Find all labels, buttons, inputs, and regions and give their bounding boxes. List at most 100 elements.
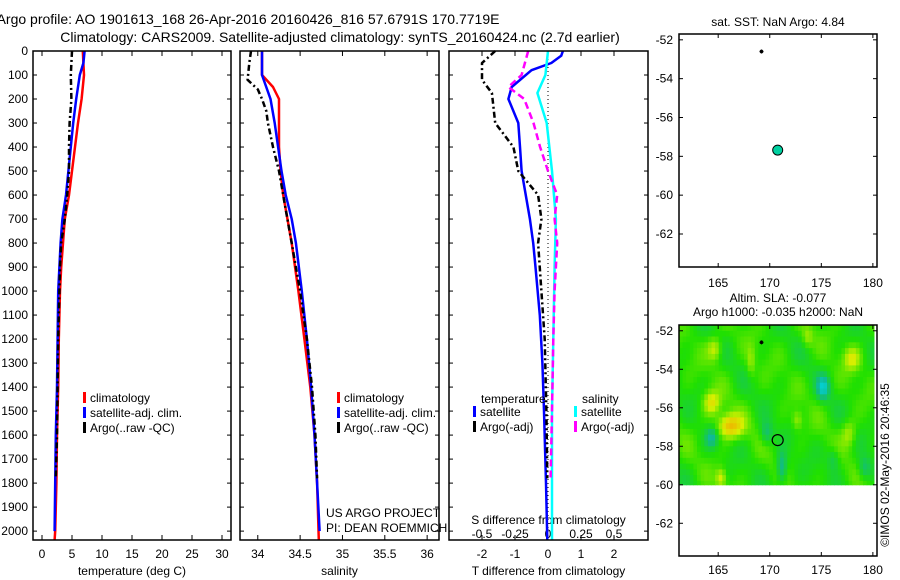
- sla-cell: [740, 325, 745, 332]
- sla-cell: [682, 411, 687, 418]
- sla-cell: [830, 411, 835, 418]
- sla-cell: [819, 400, 824, 407]
- sla-cell: [798, 469, 803, 476]
- y-tick-label: 100: [8, 68, 28, 82]
- sla-cell: [715, 475, 720, 482]
- legend-header-temperature: temperature: [481, 392, 546, 406]
- x-axis-label: salinity: [321, 564, 358, 578]
- sla-cell: [776, 428, 781, 436]
- sla-cell: [783, 417, 788, 424]
- sla-cell: [852, 417, 857, 424]
- sla-cell: [859, 348, 864, 355]
- sla-cell: [801, 423, 806, 430]
- sla-cell: [852, 480, 857, 486]
- sla-cell: [711, 359, 716, 366]
- sla-cell: [866, 434, 871, 441]
- y-tick-label: 1500: [1, 404, 28, 418]
- sla-cell: [715, 377, 720, 384]
- sla-cell: [827, 411, 832, 418]
- sla-cell: [830, 446, 835, 453]
- sla-cell: [830, 365, 835, 372]
- sla-cell: [754, 388, 759, 395]
- sla-cell: [700, 440, 705, 447]
- sla-cell: [772, 428, 777, 436]
- sla-cell: [758, 336, 763, 343]
- sla-cell: [808, 336, 813, 343]
- sla-cell: [870, 440, 875, 447]
- sla-cell: [780, 325, 785, 332]
- sla-cell: [837, 336, 842, 343]
- sla-cell: [816, 359, 821, 366]
- sla-cell: [715, 446, 720, 453]
- sla-cell: [852, 440, 857, 447]
- sla-cell: [812, 469, 817, 476]
- sla-cell: [704, 400, 709, 407]
- sla-cell: [798, 325, 803, 332]
- sla-cell: [823, 446, 828, 453]
- sla-cell: [873, 388, 875, 395]
- sla-cell: [707, 377, 712, 384]
- sla-cell: [816, 336, 821, 343]
- sla-cell: [722, 394, 727, 401]
- sla-cell: [754, 336, 759, 343]
- sla-cell: [798, 342, 803, 349]
- sla-cell: [704, 452, 709, 459]
- sla-cell: [744, 440, 749, 447]
- sla-cell: [718, 348, 723, 355]
- x-tick-label: -2: [477, 547, 488, 561]
- sla-cell: [787, 353, 792, 361]
- sla-cell: [707, 400, 712, 407]
- sla-cell: [718, 371, 723, 378]
- sla-cell: [765, 417, 770, 424]
- sla-cell: [783, 330, 788, 338]
- sla-cell: [834, 365, 839, 372]
- sla-cell: [679, 452, 684, 459]
- sla-cell: [834, 475, 839, 482]
- sla-cell: [747, 457, 752, 465]
- sla-cell: [686, 446, 691, 453]
- sla-cell: [830, 417, 835, 424]
- sla-cell: [697, 428, 702, 436]
- sla-cell: [689, 371, 694, 378]
- sla-cell: [848, 405, 853, 413]
- sla-cell: [715, 336, 720, 343]
- sla-cell: [823, 469, 828, 476]
- sla-cell: [830, 405, 835, 413]
- sla-cell: [736, 382, 741, 389]
- sla-cell: [866, 394, 871, 401]
- sla-cell: [736, 394, 741, 401]
- sla-cell: [711, 440, 716, 447]
- sla-cell: [801, 411, 806, 418]
- sla-cell: [700, 371, 705, 378]
- y-tick-label: -56: [656, 110, 674, 124]
- sla-cell: [855, 400, 860, 407]
- sla-cell: [805, 325, 810, 332]
- sla-cell: [693, 353, 698, 361]
- sla-cell: [780, 330, 785, 338]
- sla-cell: [783, 423, 788, 430]
- sla-cell: [704, 336, 709, 343]
- sla-cell: [707, 469, 712, 476]
- sla-cell: [783, 365, 788, 372]
- sla-cell: [859, 440, 864, 447]
- sla-cell: [863, 417, 868, 424]
- sla-cell: [758, 330, 763, 338]
- profile-position-circle-marker: [772, 144, 784, 156]
- sla-cell: [812, 405, 817, 413]
- sla-cell: [830, 382, 835, 389]
- sla-cell: [848, 336, 853, 343]
- sla-cell: [823, 394, 828, 401]
- sla-cell: [823, 480, 828, 486]
- sla-cell: [808, 342, 813, 349]
- sla-cell: [725, 353, 730, 361]
- sla-cell: [852, 475, 857, 482]
- sla-cell: [711, 330, 716, 338]
- sla-cell: [837, 365, 842, 372]
- sla-cell: [866, 400, 871, 407]
- sla-cell: [841, 469, 846, 476]
- sla-cell: [711, 452, 716, 459]
- sla-cell: [682, 336, 687, 343]
- sla-cell: [686, 475, 691, 482]
- sla-cell: [686, 440, 691, 447]
- sla-cell: [772, 446, 777, 453]
